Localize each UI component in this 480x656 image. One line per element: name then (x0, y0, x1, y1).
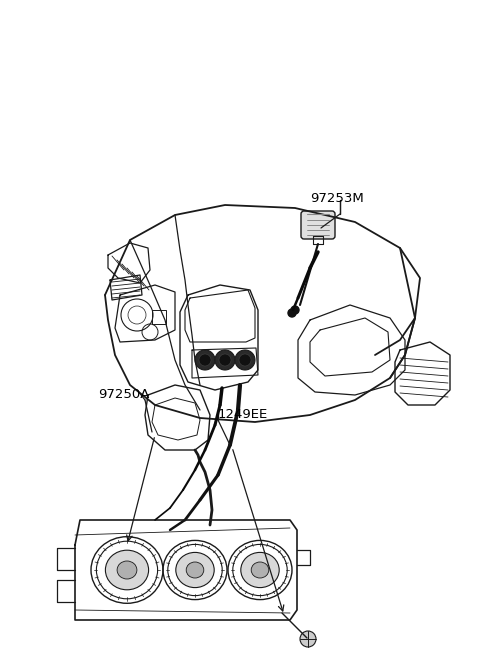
Ellipse shape (106, 550, 149, 590)
Text: 97253M: 97253M (310, 192, 364, 205)
Circle shape (291, 306, 299, 314)
Circle shape (288, 309, 296, 317)
Ellipse shape (186, 562, 204, 578)
Ellipse shape (241, 552, 279, 588)
Circle shape (219, 354, 231, 366)
Circle shape (239, 354, 251, 366)
Circle shape (195, 350, 215, 370)
Circle shape (300, 631, 316, 647)
Circle shape (215, 350, 235, 370)
Ellipse shape (117, 561, 137, 579)
Circle shape (199, 354, 211, 366)
Text: 1249EE: 1249EE (218, 408, 268, 421)
Circle shape (235, 350, 255, 370)
Ellipse shape (176, 552, 214, 588)
FancyBboxPatch shape (301, 211, 335, 239)
Text: 97250A: 97250A (98, 388, 149, 401)
Ellipse shape (251, 562, 269, 578)
